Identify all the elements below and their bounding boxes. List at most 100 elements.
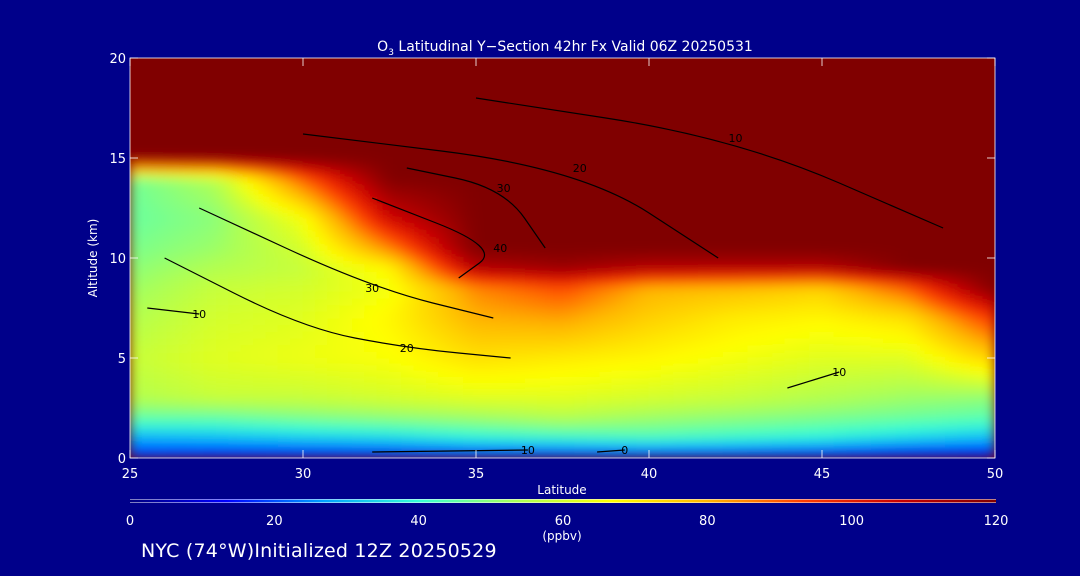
heatmap-cell: [586, 124, 601, 132]
heatmap-cell: [463, 217, 477, 226]
heatmap-cell: [685, 90, 699, 99]
heatmap-cell: [722, 70, 736, 79]
heatmap-cell: [710, 130, 724, 139]
heatmap-cell: [833, 397, 848, 406]
heatmap-cell: [796, 297, 811, 306]
heatmap-cell: [895, 217, 909, 226]
heatmap-cell: [475, 364, 489, 372]
heatmap-cell: [858, 157, 872, 166]
heatmap-cell: [957, 130, 971, 139]
heatmap-cell: [549, 397, 563, 406]
heatmap-cell: [722, 117, 736, 126]
heatmap-cell: [932, 217, 947, 226]
heatmap-cell: [722, 410, 736, 419]
heatmap-cell: [747, 364, 761, 372]
heatmap-cell: [932, 150, 947, 159]
heatmap-cell: [166, 264, 180, 272]
heatmap-cell: [512, 77, 526, 86]
heatmap-cell: [586, 217, 601, 226]
heatmap-cell: [339, 237, 353, 246]
heatmap-cell: [722, 204, 736, 212]
heatmap-cell: [735, 190, 749, 199]
heatmap-cell: [314, 250, 329, 259]
heatmap-cell: [191, 90, 205, 99]
heatmap-cell: [166, 137, 180, 146]
heatmap-cell: [599, 264, 613, 272]
heatmap-cell: [191, 58, 205, 66]
heatmap-cell: [796, 270, 811, 279]
heatmap-cell: [228, 64, 242, 72]
heatmap-cell: [858, 90, 872, 99]
heatmap-cell: [166, 450, 180, 458]
heatmap-cell: [487, 397, 502, 406]
heatmap-cell: [636, 424, 650, 432]
heatmap-cell: [673, 157, 687, 166]
heatmap-cell: [784, 237, 798, 246]
heatmap-cell: [697, 270, 712, 279]
heatmap-cell: [759, 137, 774, 146]
heatmap-cell: [908, 177, 922, 186]
heatmap-cell: [809, 250, 823, 259]
heatmap-cell: [376, 97, 390, 106]
heatmap-cell: [784, 317, 798, 326]
heatmap-cell: [463, 97, 477, 106]
heatmap-cell: [796, 90, 811, 99]
heatmap-cell: [883, 170, 897, 179]
y-tick-label: 10: [109, 252, 126, 267]
heatmap-cell: [722, 424, 736, 432]
heatmap-cell: [895, 144, 909, 152]
heatmap-cell: [141, 217, 156, 226]
heatmap-cell: [401, 357, 415, 366]
heatmap-cell: [883, 277, 897, 286]
heatmap-cell: [154, 64, 168, 72]
heatmap-cell: [524, 170, 539, 179]
heatmap-cell: [389, 304, 403, 312]
heatmap-cell: [463, 310, 477, 319]
heatmap-cell: [450, 58, 465, 66]
heatmap-cell: [883, 437, 897, 446]
heatmap-cell: [216, 110, 230, 119]
heatmap-cell: [438, 424, 452, 432]
heatmap-cell: [351, 104, 366, 112]
heatmap-cell: [586, 444, 601, 452]
heatmap-cell: [648, 390, 662, 399]
heatmap-cell: [141, 104, 156, 112]
heatmap-cell: [611, 310, 625, 319]
heatmap-cell: [500, 444, 514, 452]
heatmap-cell: [648, 250, 662, 259]
heatmap-cell: [463, 410, 477, 419]
heatmap-cell: [389, 117, 403, 126]
heatmap-cell: [969, 284, 984, 292]
heatmap-cell: [130, 70, 143, 79]
heatmap-cell: [982, 330, 995, 339]
heatmap-cell: [178, 170, 193, 179]
heatmap-cell: [500, 217, 514, 226]
heatmap-cell: [945, 257, 959, 266]
heatmap-cell: [623, 370, 638, 379]
heatmap-cell: [735, 264, 749, 272]
heatmap-cell: [957, 210, 971, 219]
heatmap-cell: [957, 70, 971, 79]
heatmap-cell: [389, 237, 403, 246]
heatmap-cell: [735, 284, 749, 292]
heatmap-cell: [772, 344, 786, 352]
heatmap-cell: [920, 130, 934, 139]
y-tick-label: 15: [109, 152, 126, 167]
heatmap-cell: [364, 297, 378, 306]
heatmap-cell: [549, 424, 563, 432]
heatmap-cell: [265, 317, 279, 326]
heatmap-cell: [463, 130, 477, 139]
heatmap-cell: [809, 197, 823, 206]
heatmap-cell: [821, 324, 835, 332]
heatmap-cell: [735, 444, 749, 452]
heatmap-cell: [240, 390, 255, 399]
heatmap-cell: [450, 297, 465, 306]
heatmap-cell: [512, 264, 526, 272]
heatmap-cell: [450, 424, 465, 432]
heatmap-cell: [141, 330, 156, 339]
heatmap-cell: [833, 310, 848, 319]
heatmap-cell: [920, 170, 934, 179]
heatmap-cell: [982, 357, 995, 366]
heatmap-cell: [549, 337, 563, 346]
